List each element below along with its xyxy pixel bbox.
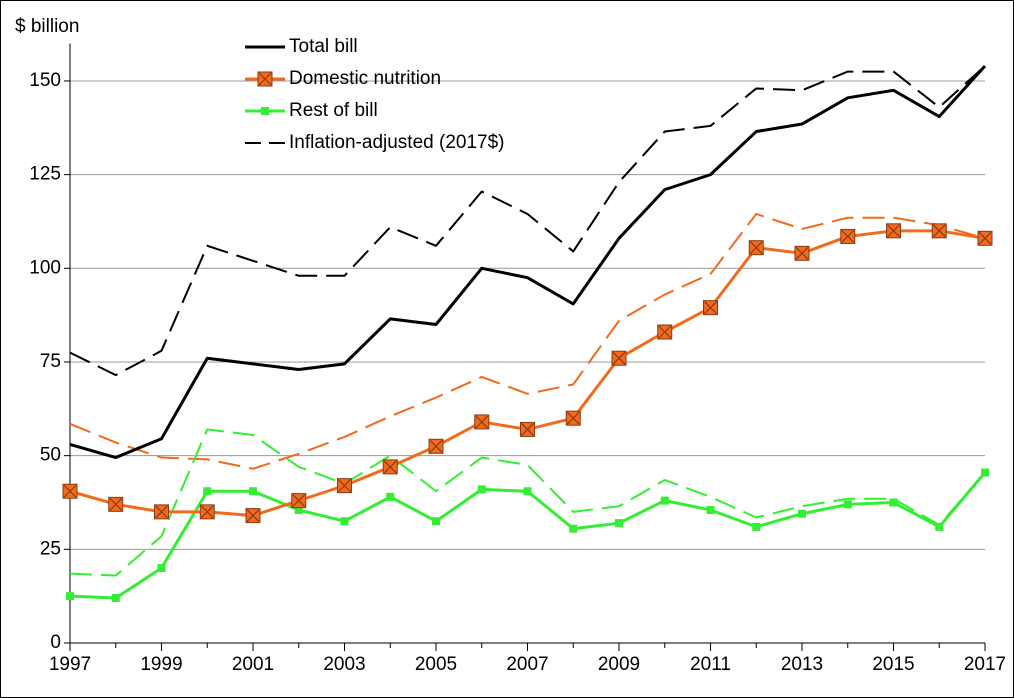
x-tick-label: 2017 <box>964 654 1006 675</box>
legend-label: Total bill <box>289 36 358 57</box>
marker-cross <box>155 505 168 519</box>
point <box>520 421 535 437</box>
point <box>523 487 532 496</box>
x-tick-label: 1999 <box>140 654 182 675</box>
legend-label: Inflation-adjusted (2017$) <box>289 132 504 153</box>
point <box>66 592 74 601</box>
point <box>249 487 257 496</box>
point <box>203 487 212 496</box>
marker-cross <box>566 411 580 425</box>
marker-cross <box>429 439 443 453</box>
point <box>706 505 715 514</box>
point <box>748 240 764 256</box>
y-tick-label: 25 <box>40 538 61 559</box>
y-tick-label: 150 <box>29 70 61 91</box>
point <box>565 410 581 426</box>
marker-cross <box>521 422 534 436</box>
y-axis-label: $ billion <box>15 16 79 37</box>
point <box>477 485 486 494</box>
point <box>569 524 578 533</box>
point <box>382 459 398 475</box>
legend-label: Rest of bill <box>289 100 378 121</box>
point <box>432 517 440 526</box>
legend-marker <box>261 107 269 115</box>
point <box>340 517 349 526</box>
point <box>840 228 856 244</box>
point <box>108 496 124 512</box>
point <box>752 522 761 531</box>
point <box>154 504 169 520</box>
point <box>386 492 395 501</box>
y-tick-label: 50 <box>40 445 61 466</box>
point <box>931 223 947 239</box>
marker-cross <box>383 460 397 474</box>
point <box>474 414 490 430</box>
point <box>615 519 623 528</box>
point <box>611 350 627 366</box>
point <box>294 505 303 514</box>
series-line <box>69 428 986 577</box>
marker-cross <box>258 72 272 86</box>
marker-cross <box>749 241 763 255</box>
point <box>337 478 352 494</box>
point <box>657 324 673 340</box>
x-tick-label: 2007 <box>506 654 548 675</box>
point <box>703 300 718 316</box>
point <box>157 564 166 573</box>
x-tick-label: 2005 <box>415 654 457 675</box>
legend-marker <box>257 71 273 87</box>
series-line <box>69 64 987 460</box>
marker-cross <box>658 325 672 339</box>
marker-cross <box>841 230 855 243</box>
point <box>794 245 810 261</box>
x-tick-label: 2003 <box>323 654 365 675</box>
point <box>428 438 444 454</box>
point <box>977 230 993 246</box>
point <box>886 223 901 239</box>
x-tick-label: 2009 <box>598 654 640 675</box>
x-tick-label: 1997 <box>49 654 91 675</box>
marker-cross <box>338 479 351 493</box>
series-line <box>69 65 986 377</box>
marker-cross <box>612 351 626 365</box>
marker-cross <box>200 505 214 519</box>
point <box>199 504 215 520</box>
y-tick-label: 100 <box>29 257 61 278</box>
x-tick-label: 2015 <box>872 654 914 675</box>
marker-cross <box>887 224 900 238</box>
marker-cross <box>109 497 123 511</box>
y-tick-label: 75 <box>40 351 61 372</box>
marker-cross <box>63 484 77 498</box>
point <box>798 509 806 518</box>
point <box>291 493 307 509</box>
point <box>889 498 898 507</box>
x-tick-label: 2011 <box>690 654 731 675</box>
x-tick-label: 2001 <box>232 654 274 675</box>
marker-cross <box>292 494 306 508</box>
point <box>843 500 852 509</box>
series-line <box>69 212 986 470</box>
marker-cross <box>475 415 489 429</box>
y-tick-label: 0 <box>50 632 61 653</box>
marker-cross <box>978 231 992 245</box>
legend-label: Domestic nutrition <box>289 68 441 89</box>
point <box>660 496 669 505</box>
x-tick-label: 2013 <box>781 654 823 675</box>
point <box>245 508 261 524</box>
marker-cross <box>246 509 260 523</box>
marker-cross <box>795 246 809 260</box>
point <box>62 483 78 499</box>
marker-cross <box>932 224 946 238</box>
point <box>935 522 944 531</box>
marker-cross <box>704 301 717 315</box>
point <box>111 594 120 603</box>
y-tick-label: 125 <box>29 164 61 185</box>
point <box>981 468 989 477</box>
